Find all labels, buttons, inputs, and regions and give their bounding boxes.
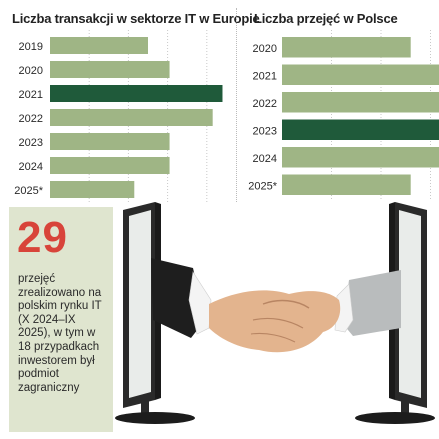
category-label: 2023 xyxy=(253,125,277,137)
category-label: 2025* xyxy=(14,185,43,197)
bar xyxy=(50,61,170,78)
category-label: 2021 xyxy=(19,89,43,101)
chart-transactions-europe: 2019 2020 2021 2022 2023 2024 2025* xyxy=(14,30,223,202)
stat-number: 29 xyxy=(17,213,68,262)
bar xyxy=(282,92,439,113)
chart-acquisitions-poland: 2020 2021 2022 2023 2024 2025* xyxy=(248,30,439,199)
category-label: 2020 xyxy=(253,43,277,55)
monitor-icon xyxy=(355,202,435,424)
bar xyxy=(50,109,213,126)
bar xyxy=(282,174,411,195)
chart-title-right: Liczba przejęć w Polsce xyxy=(254,11,398,26)
bar xyxy=(50,133,170,150)
category-label: 2024 xyxy=(253,153,277,165)
bar xyxy=(282,37,411,58)
bar xyxy=(50,37,148,54)
category-label: 2021 xyxy=(253,70,277,82)
category-label: 2023 xyxy=(19,137,43,149)
category-label: 2020 xyxy=(19,65,43,77)
category-label: 2019 xyxy=(19,41,43,53)
bar xyxy=(50,157,170,174)
bar xyxy=(282,147,439,168)
category-label: 2022 xyxy=(253,98,277,110)
category-label: 2025* xyxy=(248,180,277,192)
stat-text: przejęć zrealizowano na polskim rynku IT… xyxy=(18,273,102,394)
bar xyxy=(50,181,135,198)
handshake-icon xyxy=(151,258,401,353)
category-label: 2022 xyxy=(19,113,43,125)
handshake-illustration xyxy=(115,202,435,424)
bar xyxy=(50,85,223,102)
category-label: 2024 xyxy=(19,161,43,173)
bar xyxy=(282,119,439,140)
stat-box: 29 przejęć zrealizowano na polskim rynku… xyxy=(9,207,113,432)
chart-title-left: Liczba transakcji w sektorze IT w Europi… xyxy=(12,11,260,26)
bar xyxy=(282,64,439,85)
divider xyxy=(236,8,237,202)
